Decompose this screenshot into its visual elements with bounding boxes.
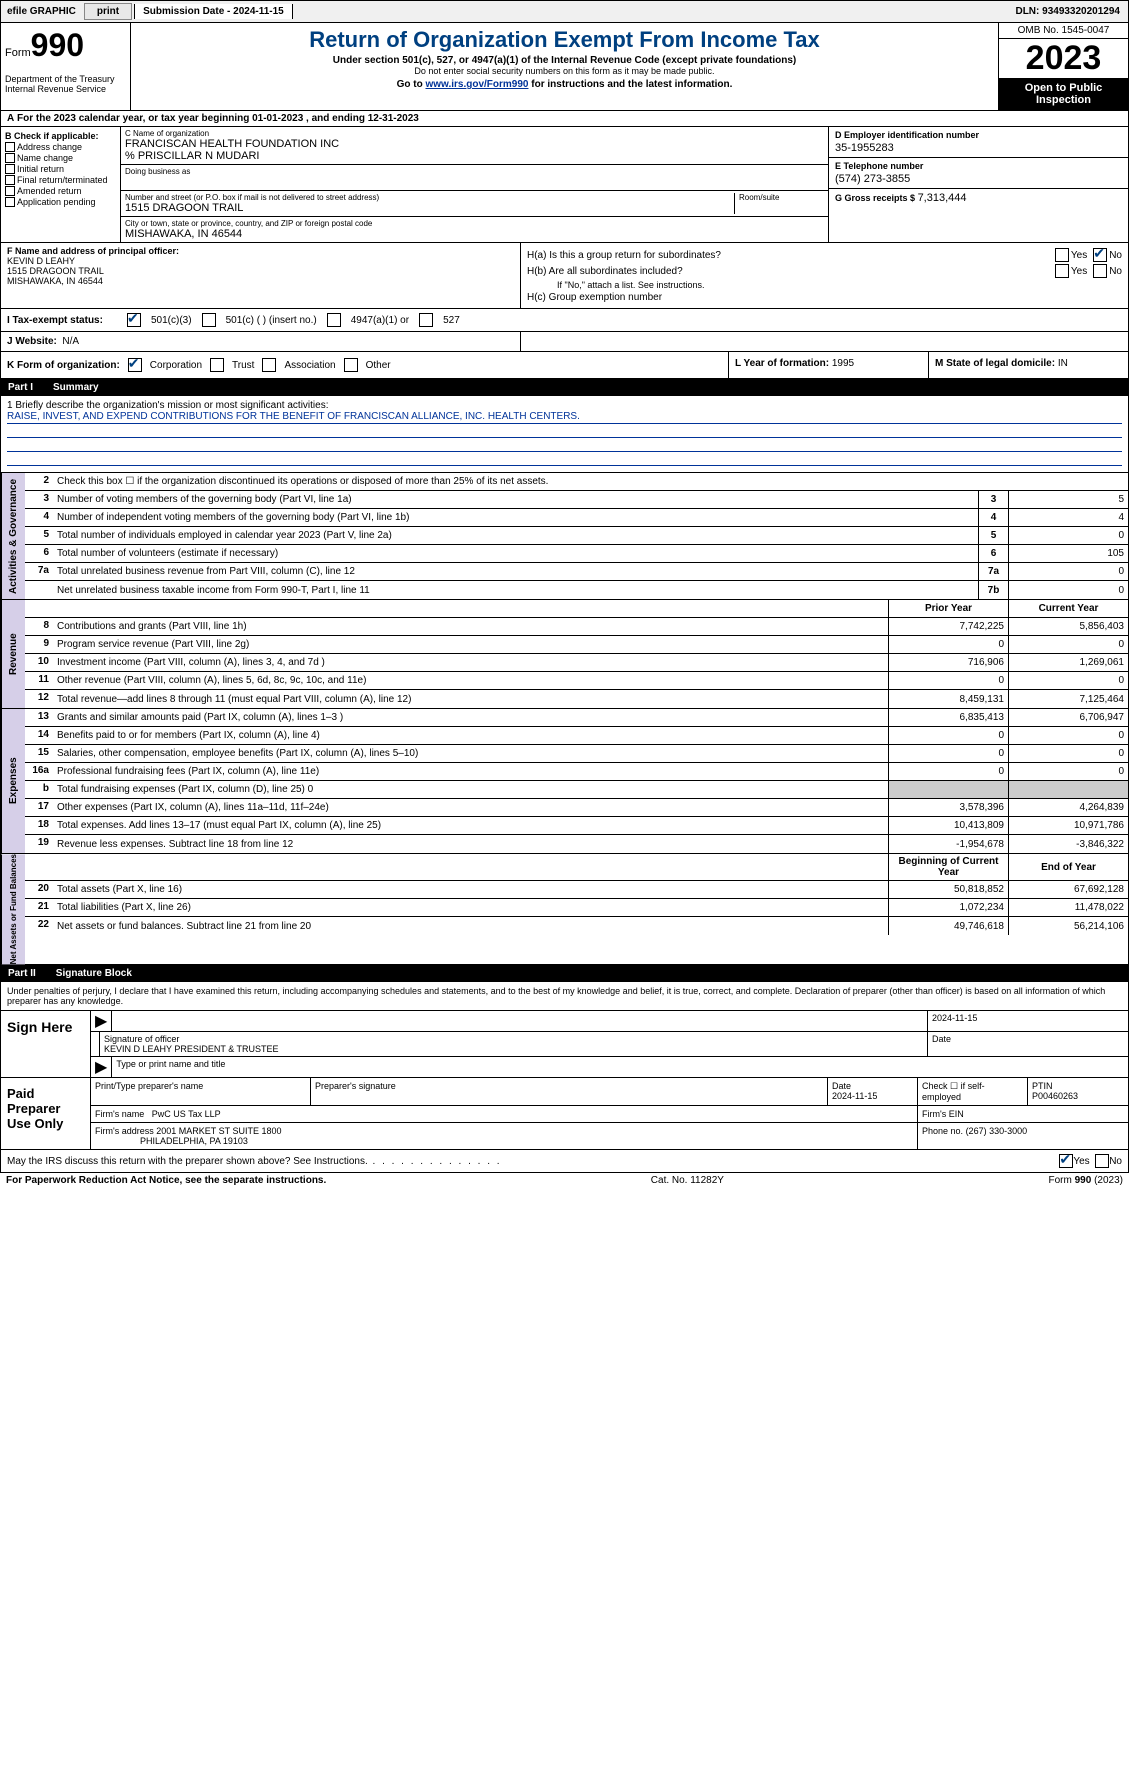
- sign-here-block: Sign Here ▶2024-11-15 Signature of offic…: [0, 1011, 1129, 1078]
- table-row: 6Total number of volunteers (estimate if…: [25, 545, 1128, 563]
- revenue-section: Revenue Prior YearCurrent Year8Contribut…: [0, 600, 1129, 709]
- form-header: Form990 Department of the Treasury Inter…: [0, 23, 1129, 111]
- print-button[interactable]: print: [84, 3, 132, 20]
- table-row: 11Other revenue (Part VIII, column (A), …: [25, 672, 1128, 690]
- table-row: 22Net assets or fund balances. Subtract …: [25, 917, 1128, 935]
- discuss-row: May the IRS discuss this return with the…: [0, 1150, 1129, 1173]
- table-row: 14Benefits paid to or for members (Part …: [25, 727, 1128, 745]
- entity-block: B Check if applicable: Address change Na…: [0, 127, 1129, 243]
- dln-label: DLN: 93493320201294: [1007, 4, 1128, 19]
- table-row: 18Total expenses. Add lines 13–17 (must …: [25, 817, 1128, 835]
- table-header: Beginning of Current YearEnd of Year: [25, 854, 1128, 881]
- table-row: 17Other expenses (Part IX, column (A), l…: [25, 799, 1128, 817]
- table-row: 8Contributions and grants (Part VIII, li…: [25, 618, 1128, 636]
- officer-name: KEVIN D LEAHY: [7, 256, 514, 266]
- form-prefix: Form: [5, 47, 31, 59]
- tax-year: 2023: [999, 39, 1128, 78]
- chk-trust[interactable]: [210, 358, 224, 372]
- table-row: 15Salaries, other compensation, employee…: [25, 745, 1128, 763]
- state-domicile: IN: [1058, 358, 1068, 369]
- row-a-period: A For the 2023 calendar year, or tax yea…: [0, 111, 1129, 127]
- table-header: Prior YearCurrent Year: [25, 600, 1128, 618]
- omb-number: OMB No. 1545-0047: [999, 23, 1128, 39]
- discuss-no[interactable]: [1095, 1154, 1109, 1168]
- phone: (574) 273-3855: [835, 173, 1122, 185]
- page-footer: For Paperwork Reduction Act Notice, see …: [0, 1173, 1129, 1188]
- col-b-label: B Check if applicable:: [5, 131, 116, 141]
- table-row: 4Number of independent voting members of…: [25, 509, 1128, 527]
- chk-501c3[interactable]: [127, 313, 141, 327]
- paid-preparer-block: Paid Preparer Use Only Print/Type prepar…: [0, 1078, 1129, 1150]
- discuss-yes[interactable]: [1059, 1154, 1073, 1168]
- klm-row: K Form of organization: Corporation Trus…: [0, 352, 1129, 379]
- table-row: 21Total liabilities (Part X, line 26)1,0…: [25, 899, 1128, 917]
- chk-association[interactable]: [262, 358, 276, 372]
- org-name: FRANCISCAN HEALTH FOUNDATION INC: [125, 138, 824, 150]
- tax-exempt-row: I Tax-exempt status: 501(c)(3) 501(c) ( …: [0, 309, 1129, 332]
- table-row: 2Check this box ☐ if the organization di…: [25, 473, 1128, 491]
- firm-address: 2001 MARKET ST SUITE 1800: [156, 1126, 281, 1136]
- ein: 35-1955283: [835, 142, 1122, 154]
- table-row: 13Grants and similar amounts paid (Part …: [25, 709, 1128, 727]
- gross-receipts: 7,313,444: [918, 192, 967, 204]
- netassets-section: Net Assets or Fund Balances Beginning of…: [0, 854, 1129, 965]
- chk-application-pending[interactable]: [5, 197, 15, 207]
- mission-text: RAISE, INVEST, AND EXPEND CONTRIBUTIONS …: [7, 411, 1122, 424]
- table-row: 19Revenue less expenses. Subtract line 1…: [25, 835, 1128, 853]
- website: N/A: [62, 336, 79, 347]
- table-row: bTotal fundraising expenses (Part IX, co…: [25, 781, 1128, 799]
- table-row: 3Number of voting members of the governi…: [25, 491, 1128, 509]
- table-row: 12Total revenue—add lines 8 through 11 (…: [25, 690, 1128, 708]
- dept-label: Department of the Treasury Internal Reve…: [5, 74, 126, 94]
- officer-signature: KEVIN D LEAHY PRESIDENT & TRUSTEE: [104, 1044, 923, 1054]
- chk-name-change[interactable]: [5, 153, 15, 163]
- form-title: Return of Organization Exempt From Incom…: [135, 27, 994, 53]
- chk-501c[interactable]: [202, 313, 216, 327]
- expenses-section: Expenses 13Grants and similar amounts pa…: [0, 709, 1129, 854]
- firm-phone: (267) 330-3000: [966, 1126, 1028, 1136]
- firm-name: PwC US Tax LLP: [152, 1109, 221, 1119]
- city-state-zip: MISHAWAKA, IN 46544: [125, 228, 824, 240]
- table-row: 7aTotal unrelated business revenue from …: [25, 563, 1128, 581]
- street-address: 1515 DRAGOON TRAIL: [125, 202, 734, 214]
- care-of: % PRISCILLAR N MUDARI: [125, 150, 824, 162]
- table-row: 10Investment income (Part VIII, column (…: [25, 654, 1128, 672]
- chk-527[interactable]: [419, 313, 433, 327]
- chk-corporation[interactable]: [128, 358, 142, 372]
- chk-address-change[interactable]: [5, 142, 15, 152]
- irs-link[interactable]: www.irs.gov/Form990: [425, 79, 528, 90]
- chk-final-return[interactable]: [5, 175, 15, 185]
- form-subtitle: Under section 501(c), 527, or 4947(a)(1)…: [135, 55, 994, 66]
- mission-block: 1 Briefly describe the organization's mi…: [0, 396, 1129, 473]
- submission-date: Submission Date - 2024-11-15: [134, 4, 293, 19]
- chk-4947[interactable]: [327, 313, 341, 327]
- hb-yes[interactable]: [1055, 264, 1069, 278]
- open-public-badge: Open to Public Inspection: [999, 78, 1128, 110]
- prep-date: 2024-11-15: [832, 1091, 877, 1101]
- efile-label: efile GRAPHIC: [1, 4, 82, 19]
- chk-initial-return[interactable]: [5, 164, 15, 174]
- year-formation: 1995: [832, 358, 854, 369]
- ha-yes[interactable]: [1055, 248, 1069, 262]
- chk-other[interactable]: [344, 358, 358, 372]
- hb-no[interactable]: [1093, 264, 1107, 278]
- table-row: 20Total assets (Part X, line 16)50,818,8…: [25, 881, 1128, 899]
- part2-header: Part IISignature Block: [0, 965, 1129, 982]
- table-row: Net unrelated business taxable income fr…: [25, 581, 1128, 599]
- part1-header: Part ISummary: [0, 379, 1129, 396]
- table-row: 16aProfessional fundraising fees (Part I…: [25, 763, 1128, 781]
- table-row: 5Total number of individuals employed in…: [25, 527, 1128, 545]
- officer-group-block: F Name and address of principal officer:…: [0, 243, 1129, 309]
- top-toolbar: efile GRAPHIC print Submission Date - 20…: [0, 0, 1129, 23]
- ptin: P00460263: [1032, 1091, 1078, 1101]
- signature-declaration: Under penalties of perjury, I declare th…: [0, 982, 1129, 1011]
- table-row: 9Program service revenue (Part VIII, lin…: [25, 636, 1128, 654]
- chk-amended-return[interactable]: [5, 186, 15, 196]
- ssn-warning: Do not enter social security numbers on …: [135, 66, 994, 76]
- ha-no[interactable]: [1093, 248, 1107, 262]
- form-number: 990: [31, 27, 84, 63]
- governance-section: Activities & Governance 2Check this box …: [0, 473, 1129, 600]
